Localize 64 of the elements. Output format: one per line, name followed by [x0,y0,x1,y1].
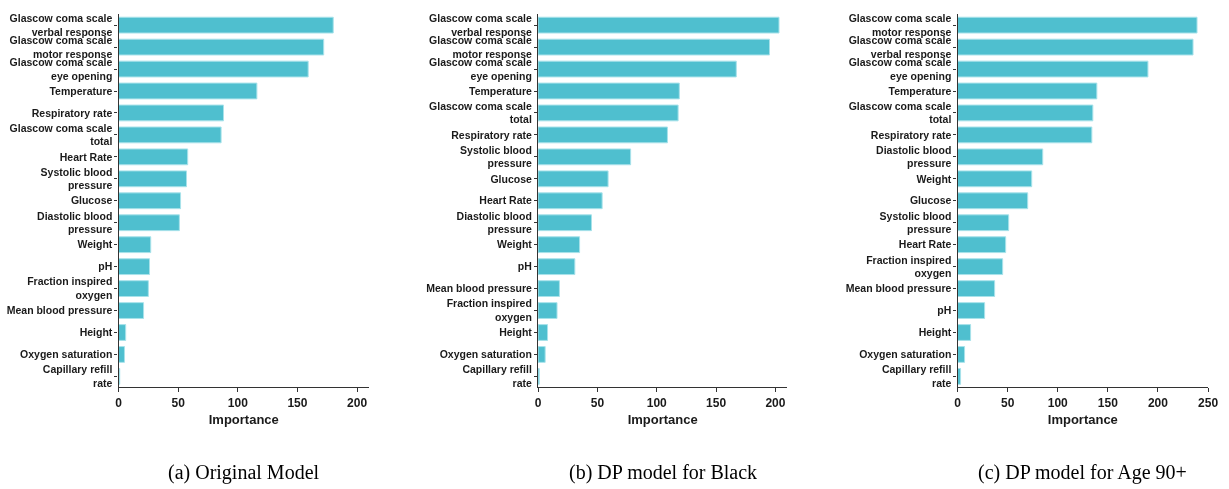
y-tick-label: Oxygen saturation [859,348,952,361]
y-tick-label: pH [98,260,113,273]
x-tick-label: 150 [1097,395,1119,410]
y-tick-label: Diastolic blood pressure [456,209,532,236]
y-tick-label: Capillary refill rate [462,363,532,389]
x-tick-label: 100 [227,395,249,410]
x-tick-label: 100 [646,395,668,410]
x-tick-label: 250 [1198,395,1219,410]
y-tick-label: Oxygen saturation [439,348,532,361]
y-tick-label: Respiratory rate [31,106,113,119]
y-tick-label: Temperature [469,84,532,97]
text: (a) Original Model [168,461,320,484]
x-tick-label: 50 [171,395,186,410]
y-tick-label: Systolic blood pressure [460,143,532,170]
y-tick-label: pH [517,260,532,273]
x-tick-label: 0 [954,395,962,410]
y-tick-label: Glascow coma scale total [9,121,113,148]
y-tick-label: Mean blood pressure [426,282,532,295]
y-tick-label: Glucose [909,194,952,207]
y-tick-label: Fraction inspired oxygen [446,297,532,324]
x-tick-label: 150 [287,395,308,410]
x-axis-title: Importance [208,412,279,428]
y-tick-label: Glascow coma scale total [848,99,952,126]
y-tick-label: Heart Rate [479,194,532,207]
y-tick-label: Mean blood pressure [6,304,113,317]
text: (b) DP model for Black [569,461,758,484]
y-tick-label: Glucose [490,172,532,185]
y-tick-label: Systolic blood pressure [40,165,113,192]
y-tick-label: Fraction inspired oxygen [866,253,952,280]
y-tick-label: Oxygen saturation [20,348,113,361]
x-tick-label: 100 [1047,395,1069,410]
x-tick-label: 0 [115,395,123,410]
y-tick-label: Capillary refill rate [881,363,952,389]
y-tick-label: Weight [497,238,533,251]
y-tick-label: Height [499,326,533,339]
text: (c) DP model for Age 90+ [978,461,1187,484]
y-tick-label: Heart Rate [898,238,952,251]
x-tick-label: 0 [534,395,542,410]
x-tick-label: 200 [1147,395,1169,410]
y-tick-label: Respiratory rate [870,128,952,141]
y-tick-label: Diastolic blood pressure [876,143,952,170]
y-tick-label: Mean blood pressure [845,282,952,295]
y-tick-label: Height [79,326,113,339]
y-tick-label: Temperature [888,84,952,97]
x-tick-label: 200 [765,395,786,410]
y-tick-label: Heart Rate [59,150,113,163]
x-tick-label: 50 [590,395,605,410]
x-axis-title: Importance [1047,412,1118,428]
x-axis-title: Importance [627,412,698,428]
y-tick-label: Glascow coma scale total [429,99,532,126]
y-tick-label: Weight [916,172,952,185]
y-tick-label: Glucose [70,194,113,207]
y-tick-label: Capillary refill rate [42,363,113,389]
y-tick-label: pH [937,304,952,317]
x-tick-label: 200 [347,395,368,410]
y-tick-label: Diastolic blood pressure [37,209,113,236]
y-tick-label: Height [918,326,952,339]
y-tick-label: Temperature [49,84,113,97]
x-tick-label: 150 [706,395,727,410]
y-tick-label: Systolic blood pressure [879,209,952,236]
y-tick-label: Fraction inspired oxygen [27,275,113,302]
x-tick-label: 50 [1000,395,1015,410]
y-tick-label: Weight [77,238,113,251]
y-tick-label: Respiratory rate [451,128,532,141]
